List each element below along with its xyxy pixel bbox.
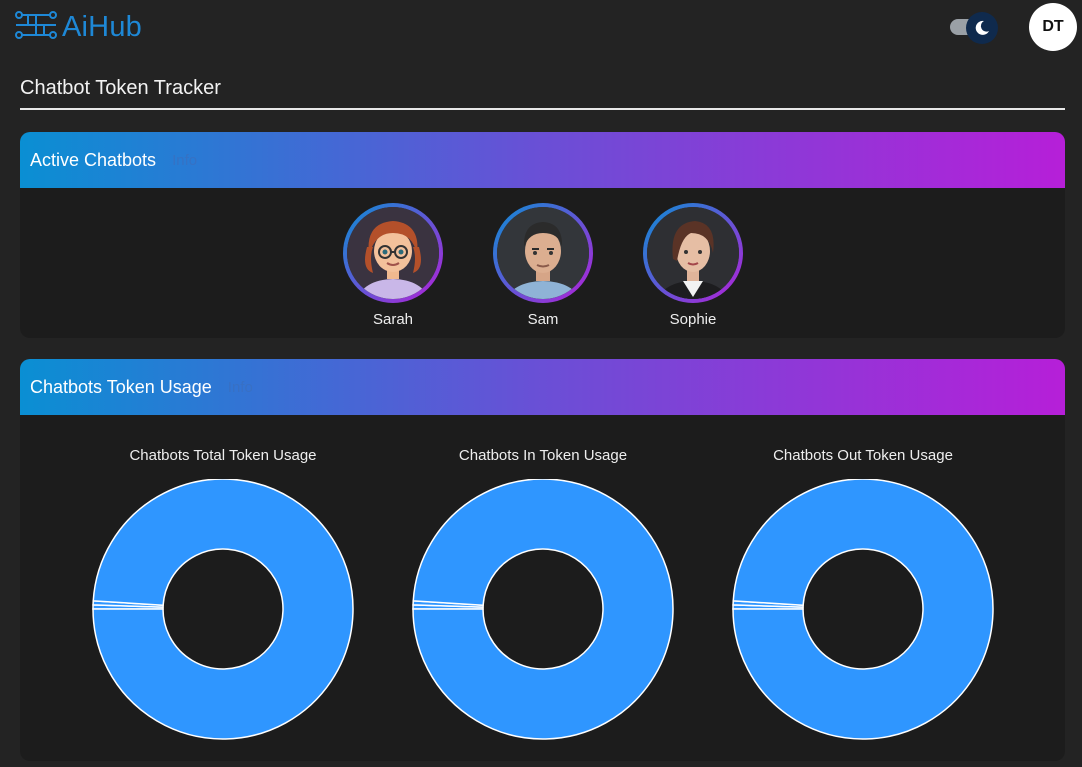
sam-avatar-image — [497, 207, 589, 299]
chatbot-sophie[interactable]: Sophie — [643, 203, 743, 328]
title-divider — [20, 108, 1065, 110]
chart-title: Chatbots Total Token Usage — [129, 447, 317, 464]
chatbot-avatar-ring — [643, 203, 743, 303]
out-token-donut-chart[interactable] — [723, 479, 1003, 759]
top-bar: AiHub DT — [0, 0, 1082, 58]
chart-title: Chatbots In Token Usage — [458, 447, 628, 464]
donut-slice-sophie[interactable] — [732, 479, 994, 740]
active-chatbots-header: Active Chatbots Info — [20, 132, 1065, 188]
chatbot-avatar-ring — [493, 203, 593, 303]
active-chatbots-info-tag: Info — [172, 151, 198, 169]
circuit-logo-icon — [14, 8, 58, 47]
chatbot-name: Sam — [527, 311, 559, 328]
moon-icon — [966, 12, 998, 44]
token-usage-title: Chatbots Token Usage — [30, 376, 212, 397]
chatbot-name: Sarah — [372, 311, 414, 328]
chatbot-sam[interactable]: Sam — [493, 203, 593, 328]
chatbot-name: Sophie — [669, 311, 717, 328]
sarah-avatar-image — [347, 207, 439, 299]
app-logo[interactable]: AiHub — [14, 8, 142, 47]
user-avatar-button[interactable]: DT — [1029, 3, 1077, 51]
sophie-avatar-image — [647, 207, 739, 299]
token-usage-info-tag: Info — [227, 378, 253, 396]
page-title: Chatbot Token Tracker — [20, 77, 221, 99]
chart-title: Chatbots Out Token Usage — [773, 447, 953, 464]
donut-slice-sophie[interactable] — [92, 479, 354, 740]
app-name: AiHub — [62, 11, 142, 43]
active-chatbots-card: Active Chatbots Info — [20, 132, 1065, 338]
token-usage-header: Chatbots Token Usage Info — [20, 359, 1065, 415]
total-token-donut-chart[interactable] — [83, 479, 363, 759]
active-chatbots-title: Active Chatbots — [30, 149, 157, 170]
token-usage-card: Chatbots Token Usage Info Chatbots Total… — [20, 359, 1065, 761]
chatbot-sarah[interactable]: Sarah — [343, 203, 443, 328]
chatbot-avatar-ring — [343, 203, 443, 303]
in-token-donut-chart[interactable] — [403, 479, 683, 759]
chatbot-list: Sarah — [20, 188, 1065, 338]
theme-toggle[interactable] — [950, 12, 1000, 44]
donut-slice-sophie[interactable] — [412, 479, 674, 740]
